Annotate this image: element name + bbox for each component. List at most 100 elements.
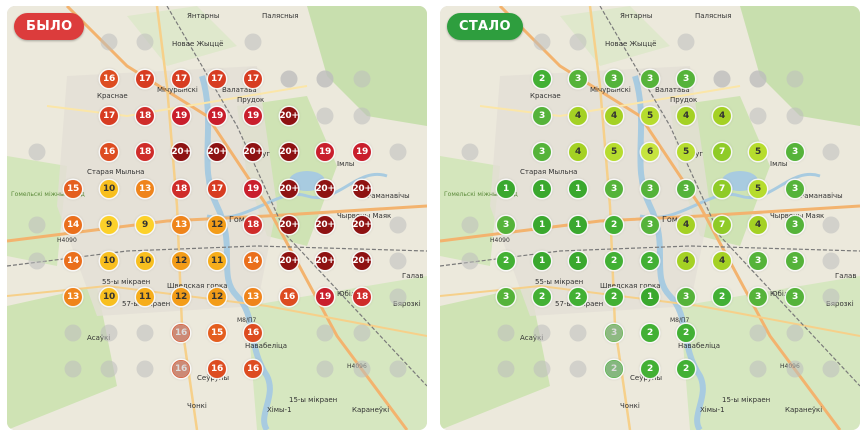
map-panel-after: Янтарны Палясныя Новае Жыццё Мічурынскі … [440, 6, 860, 430]
after-marker-2-7: 3 [786, 143, 804, 161]
before-ghost-cell-20 [389, 360, 407, 378]
after-marker-3-2: 1 [569, 180, 587, 198]
label-old-mylin: Старая Мыльна [87, 168, 144, 176]
before-marker-8-1: 16 [208, 360, 226, 378]
before-marker-0-0: 16 [100, 70, 118, 88]
before-marker-5-2: 10 [136, 252, 154, 270]
label-lug: Луг [690, 150, 703, 158]
before-marker-1-1: 18 [136, 107, 154, 125]
after-ghost-cell-0 [533, 33, 551, 51]
label-yantarny: Янтарны [620, 12, 652, 20]
before-marker-1-4: 19 [244, 107, 262, 125]
before-ghost-cell-15 [316, 324, 334, 342]
before-marker-4-0: 14 [64, 216, 82, 234]
after-ghost-cell-7 [497, 324, 515, 342]
label-berozki: Бярозкі [826, 300, 854, 308]
after-ghost-cell-5 [461, 216, 479, 234]
before-ghost-cell-7 [64, 324, 82, 342]
before-ghost-cell-2 [280, 70, 298, 88]
before-marker-6-6: 16 [280, 288, 298, 306]
after-marker-3-8: 3 [786, 180, 804, 198]
label-m8p7: М8/П7 [670, 317, 690, 324]
before-ghost-cell-1 [136, 33, 154, 51]
before-marker-5-8: 20+ [352, 252, 372, 270]
before-marker-4-4: 12 [208, 216, 226, 234]
label-chonki: Чонкі [620, 402, 640, 410]
before-marker-3-1: 10 [100, 180, 118, 198]
before-ghost-cell-4 [28, 143, 46, 161]
before-marker-4-8: 20+ [352, 216, 372, 234]
before-marker-3-5: 19 [244, 180, 262, 198]
after-marker-4-1: 1 [533, 216, 551, 234]
before-marker-3-6: 20+ [279, 180, 299, 198]
after-ghost-cell-17 [822, 288, 840, 306]
after-ghost-cell-24 [677, 33, 695, 51]
before-ghost-cell-16 [353, 324, 371, 342]
before-ghost-cell-0 [100, 33, 118, 51]
after-marker-0-0: 2 [533, 70, 551, 88]
after-marker-6-4: 1 [641, 288, 659, 306]
label-microraion-55: 55-ы мікраен [535, 278, 583, 286]
label-karanevichy: Каранеўкі [352, 406, 389, 414]
after-marker-1-1: 4 [569, 107, 587, 125]
before-marker-4-7: 20+ [315, 216, 335, 234]
after-ghost-cell-3 [749, 70, 767, 88]
before-marker-1-0: 17 [100, 107, 118, 125]
after-ghost-cell-9 [569, 324, 587, 342]
after-marker-3-7: 5 [749, 180, 767, 198]
before-ghost-cell-22 [389, 216, 407, 234]
after-marker-2-5: 7 [713, 143, 731, 161]
label-syrychy: Сеўруны [630, 374, 662, 382]
before-marker-2-2: 20+ [171, 143, 191, 161]
before-ghost-cell-14 [172, 360, 190, 378]
before-marker-5-4: 11 [208, 252, 226, 270]
before-marker-4-2: 9 [136, 216, 154, 234]
label-prudok: Прудок [670, 96, 697, 104]
after-marker-4-0: 3 [497, 216, 515, 234]
after-ghost-cell-23 [822, 252, 840, 270]
before-marker-5-1: 10 [100, 252, 118, 270]
before-marker-7-2: 16 [244, 324, 262, 342]
after-marker-3-5: 3 [677, 180, 695, 198]
after-marker-5-4: 2 [641, 252, 659, 270]
before-marker-1-3: 19 [208, 107, 226, 125]
label-yantarny: Янтарны [187, 12, 219, 20]
label-valatava: Валатава [222, 86, 257, 94]
label-khimy: Хімы-1 [267, 406, 292, 414]
before-marker-6-0: 13 [64, 288, 82, 306]
before-empty-cell-1-7 [353, 107, 371, 125]
label-navabelica: Навабеліца [245, 342, 287, 350]
after-marker-4-8: 3 [786, 216, 804, 234]
before-marker-6-5: 13 [244, 288, 262, 306]
before-marker-3-3: 18 [172, 180, 190, 198]
before-ghost-cell-24 [244, 33, 262, 51]
before-marker-6-1: 10 [100, 288, 118, 306]
after-ghost-cell-18 [749, 360, 767, 378]
after-marker-2-1: 4 [569, 143, 587, 161]
label-valatava: Валатава [655, 86, 690, 94]
label-asayki: Асаўкі [87, 334, 110, 342]
label-old-mylin: Старая Мыльна [520, 168, 577, 176]
after-marker-5-6: 4 [713, 252, 731, 270]
before-ghost-cell-8 [100, 324, 118, 342]
after-ghost-cell-15 [749, 324, 767, 342]
after-marker-6-2: 2 [569, 288, 587, 306]
label-galavy: Галав [402, 272, 423, 280]
after-marker-0-3: 3 [641, 70, 659, 88]
after-marker-5-8: 3 [786, 252, 804, 270]
after-marker-3-3: 3 [605, 180, 623, 198]
after-marker-6-0: 3 [497, 288, 515, 306]
after-empty-cell-1-7 [786, 107, 804, 125]
label-novae-zhytstsio: Новае Жыццё [172, 40, 223, 48]
after-marker-5-5: 4 [677, 252, 695, 270]
label-microraion-15: 15-ы мікраен [722, 396, 770, 404]
before-ghost-cell-11 [64, 360, 82, 378]
before-marker-5-6: 20+ [279, 252, 299, 270]
after-ghost-cell-21 [822, 143, 840, 161]
label-imlyany: Імлы [337, 160, 354, 168]
after-marker-4-4: 3 [641, 216, 659, 234]
label-palyanychy: Палясныя [695, 12, 731, 20]
before-marker-6-8: 18 [353, 288, 371, 306]
label-lug: Луг [257, 150, 270, 158]
label-h4090: Н4090 [490, 237, 510, 244]
